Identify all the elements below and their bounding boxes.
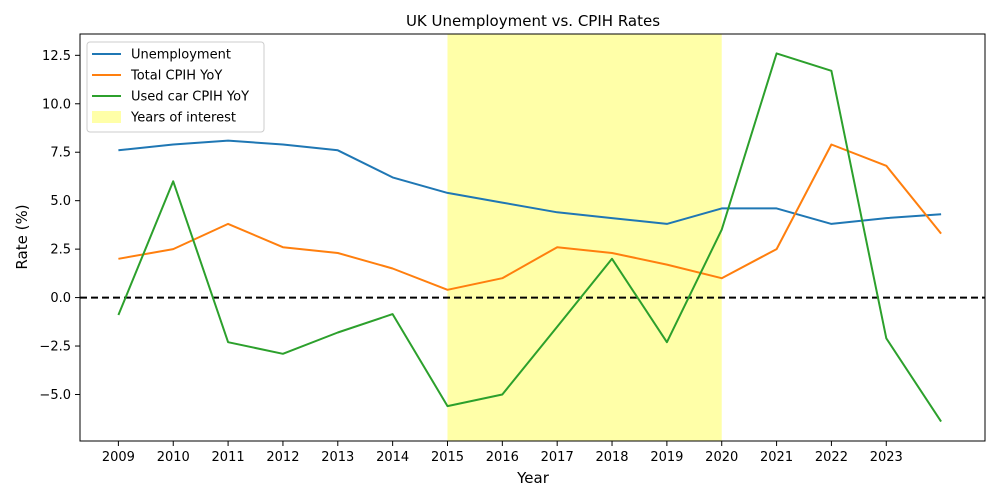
legend: Unemployment Total CPIH YoY Used car CPIH … (86, 41, 265, 133)
legend-label-1: Unemployment (131, 48, 231, 63)
legend-swatch-highlight (92, 111, 121, 123)
x-tick-label: 2011 (212, 450, 245, 465)
legend-box (86, 41, 265, 133)
highlight-band (447, 34, 722, 441)
plot-frame (79, 33, 986, 442)
x-tick-label: 2015 (431, 450, 464, 465)
y-tick-label: 2.5 (50, 243, 71, 258)
y-tick-label: 5.0 (50, 194, 71, 209)
x-tick-label: 2010 (157, 450, 190, 465)
y-tick-label: 0.0 (50, 291, 71, 306)
series-line-2 (118, 143, 942, 291)
y-tick-label: −5.0 (39, 388, 71, 403)
legend-label-3: Used car CPIH YoY (131, 90, 249, 105)
x-tick-label: 2016 (486, 450, 519, 465)
x-tick-label: 2021 (760, 450, 793, 465)
x-tick-label: 2009 (102, 450, 135, 465)
legend-label-4: Years of interest (130, 111, 236, 126)
legend-label-2: Total CPIH YoY (130, 69, 222, 84)
x-tick-label: 2022 (815, 450, 848, 465)
y-tick-label: −2.5 (39, 340, 71, 355)
x-tick-label: 2020 (705, 450, 738, 465)
x-tick-label: 2019 (650, 450, 683, 465)
x-tick-label: 2017 (541, 450, 574, 465)
y-axis-label: Rate (%) (13, 204, 31, 269)
x-tick-label: 2018 (595, 450, 628, 465)
x-tick-label: 2023 (870, 450, 903, 465)
series-line-3 (117, 52, 942, 423)
y-tick-label: 10.0 (42, 97, 71, 112)
chart-title: UK Unemployment vs. CPIH Rates (406, 12, 660, 30)
y-tick-label: 12.5 (42, 49, 71, 64)
x-tick-label: 2013 (321, 450, 354, 465)
x-tick-label: 2012 (266, 450, 299, 465)
x-tick-label: 2014 (376, 450, 409, 465)
x-axis-label: Year (516, 469, 550, 487)
series-line-1 (118, 139, 942, 225)
y-tick-label: 7.5 (50, 146, 71, 161)
